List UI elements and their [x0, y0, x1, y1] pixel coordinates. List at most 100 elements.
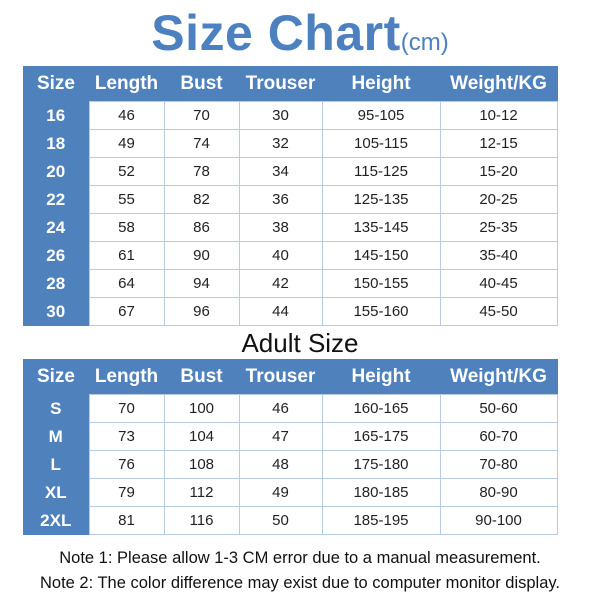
table-cell: 64	[88, 269, 165, 298]
header-row: Size Length Bust Trouser Height Weight/KG	[23, 359, 557, 395]
table-cell: 70	[163, 101, 240, 130]
column-header: Length	[94, 72, 159, 94]
size-label: 2XL	[23, 506, 89, 535]
table-cell: 78	[163, 157, 240, 186]
table-row: 24 58 86 38 135-145 25-35	[23, 213, 558, 242]
table-cell: 70	[88, 394, 165, 423]
table-cell: 44	[238, 297, 323, 326]
table-row: M 73 104 47 165-175 60-70	[23, 422, 558, 451]
table-cell: 32	[238, 129, 323, 158]
table-cell: 90	[163, 241, 240, 270]
table-cell: 67	[88, 297, 165, 326]
table-cell: 155-160	[321, 297, 441, 326]
table-cell: 81	[88, 506, 165, 535]
table-cell: 185-195	[321, 506, 441, 535]
size-label: 18	[23, 129, 89, 158]
table-row: XL 79 112 49 180-185 80-90	[23, 478, 558, 507]
column-header: Bust	[180, 365, 223, 387]
table-row: 2XL 81 116 50 185-195 90-100	[23, 506, 558, 535]
table-row: 16 46 70 30 95-105 10-12	[23, 101, 558, 130]
table-cell: 38	[238, 213, 323, 242]
table-cell: 45-50	[439, 297, 558, 326]
table-cell: 86	[163, 213, 240, 242]
table-cell: 30	[238, 101, 323, 130]
table-cell: 47	[238, 422, 323, 451]
table-cell: 76	[88, 450, 165, 479]
table-cell: 12-15	[439, 129, 558, 158]
table-cell: 165-175	[321, 422, 441, 451]
column-header: Height	[351, 72, 411, 94]
table-cell: 60-70	[439, 422, 558, 451]
table-cell: 175-180	[321, 450, 441, 479]
table-cell: 115-125	[321, 157, 441, 186]
table-cell: 40-45	[439, 269, 558, 298]
table-cell: 35-40	[439, 241, 558, 270]
table-row: 26 61 90 40 145-150 35-40	[23, 241, 558, 270]
table-cell: 73	[88, 422, 165, 451]
table-cell: 108	[163, 450, 240, 479]
table-cell: 112	[163, 478, 240, 507]
table-cell: 34	[238, 157, 323, 186]
table-cell: 49	[88, 129, 165, 158]
table-row: 18 49 74 32 105-115 12-15	[23, 129, 558, 158]
note-1: Note 1: Please allow 1-3 CM error due to…	[59, 549, 541, 567]
size-label: L	[23, 450, 89, 479]
table-cell: 80-90	[439, 478, 558, 507]
column-header: Length	[94, 365, 159, 387]
table-cell: 52	[88, 157, 165, 186]
table-cell: 74	[163, 129, 240, 158]
table-cell: 104	[163, 422, 240, 451]
size-label: 30	[23, 297, 89, 326]
table-cell: 125-135	[321, 185, 441, 214]
table-row: L 76 108 48 175-180 70-80	[23, 450, 558, 479]
table-cell: 116	[163, 506, 240, 535]
size-label: 24	[23, 213, 89, 242]
table-cell: 58	[88, 213, 165, 242]
table-cell: 145-150	[321, 241, 441, 270]
table-cell: 180-185	[321, 478, 441, 507]
table-cell: 150-155	[321, 269, 441, 298]
table-cell: 15-20	[439, 157, 558, 186]
title-unit: (cm)	[400, 29, 449, 56]
adult-size-table: Size Length Bust Trouser Height Weight/KG S 70 1…	[23, 359, 558, 535]
column-header: Size	[36, 365, 76, 387]
column-header: Height	[351, 365, 411, 387]
table-row: 30 67 96 44 155-160 45-50	[23, 297, 558, 326]
table-cell: 20-25	[439, 185, 558, 214]
table-cell: 79	[88, 478, 165, 507]
table-cell: 135-145	[321, 213, 441, 242]
column-header: Trouser	[245, 72, 316, 94]
note-2: Note 2: The color difference may exist d…	[39, 574, 560, 592]
column-header: Weight/KG	[450, 365, 547, 387]
table-row: S 70 100 46 160-165 50-60	[23, 394, 558, 423]
table-cell: 49	[238, 478, 323, 507]
table-cell: 42	[238, 269, 323, 298]
table-cell: 70-80	[439, 450, 558, 479]
header-row: Size Length Bust Trouser Height Weight/KG	[23, 66, 557, 102]
table-cell: 36	[238, 185, 323, 214]
size-label: 16	[23, 101, 89, 130]
table-row: 20 52 78 34 115-125 15-20	[23, 157, 558, 186]
table-cell: 50-60	[439, 394, 558, 423]
table-cell: 105-115	[321, 129, 441, 158]
table-cell: 55	[88, 185, 165, 214]
size-label: XL	[23, 478, 89, 507]
table-row: 28 64 94 42 150-155 40-45	[23, 269, 558, 298]
table-row: 22 55 82 36 125-135 20-25	[23, 185, 558, 214]
table-cell: 46	[238, 394, 323, 423]
table-cell: 50	[238, 506, 323, 535]
table-cell: 40	[238, 241, 323, 270]
table-cell: 61	[88, 241, 165, 270]
column-header: Size	[36, 72, 76, 94]
table-cell: 46	[88, 101, 165, 130]
size-label: M	[23, 422, 89, 451]
column-header: Bust	[180, 72, 223, 94]
table-cell: 94	[163, 269, 240, 298]
size-label: 22	[23, 185, 89, 214]
column-header: Weight/KG	[450, 72, 547, 94]
size-label: S	[23, 394, 89, 423]
table-cell: 10-12	[439, 101, 558, 130]
table-cell: 82	[163, 185, 240, 214]
table-cell: 90-100	[439, 506, 558, 535]
adult-size-heading: Adult Size	[241, 328, 359, 358]
